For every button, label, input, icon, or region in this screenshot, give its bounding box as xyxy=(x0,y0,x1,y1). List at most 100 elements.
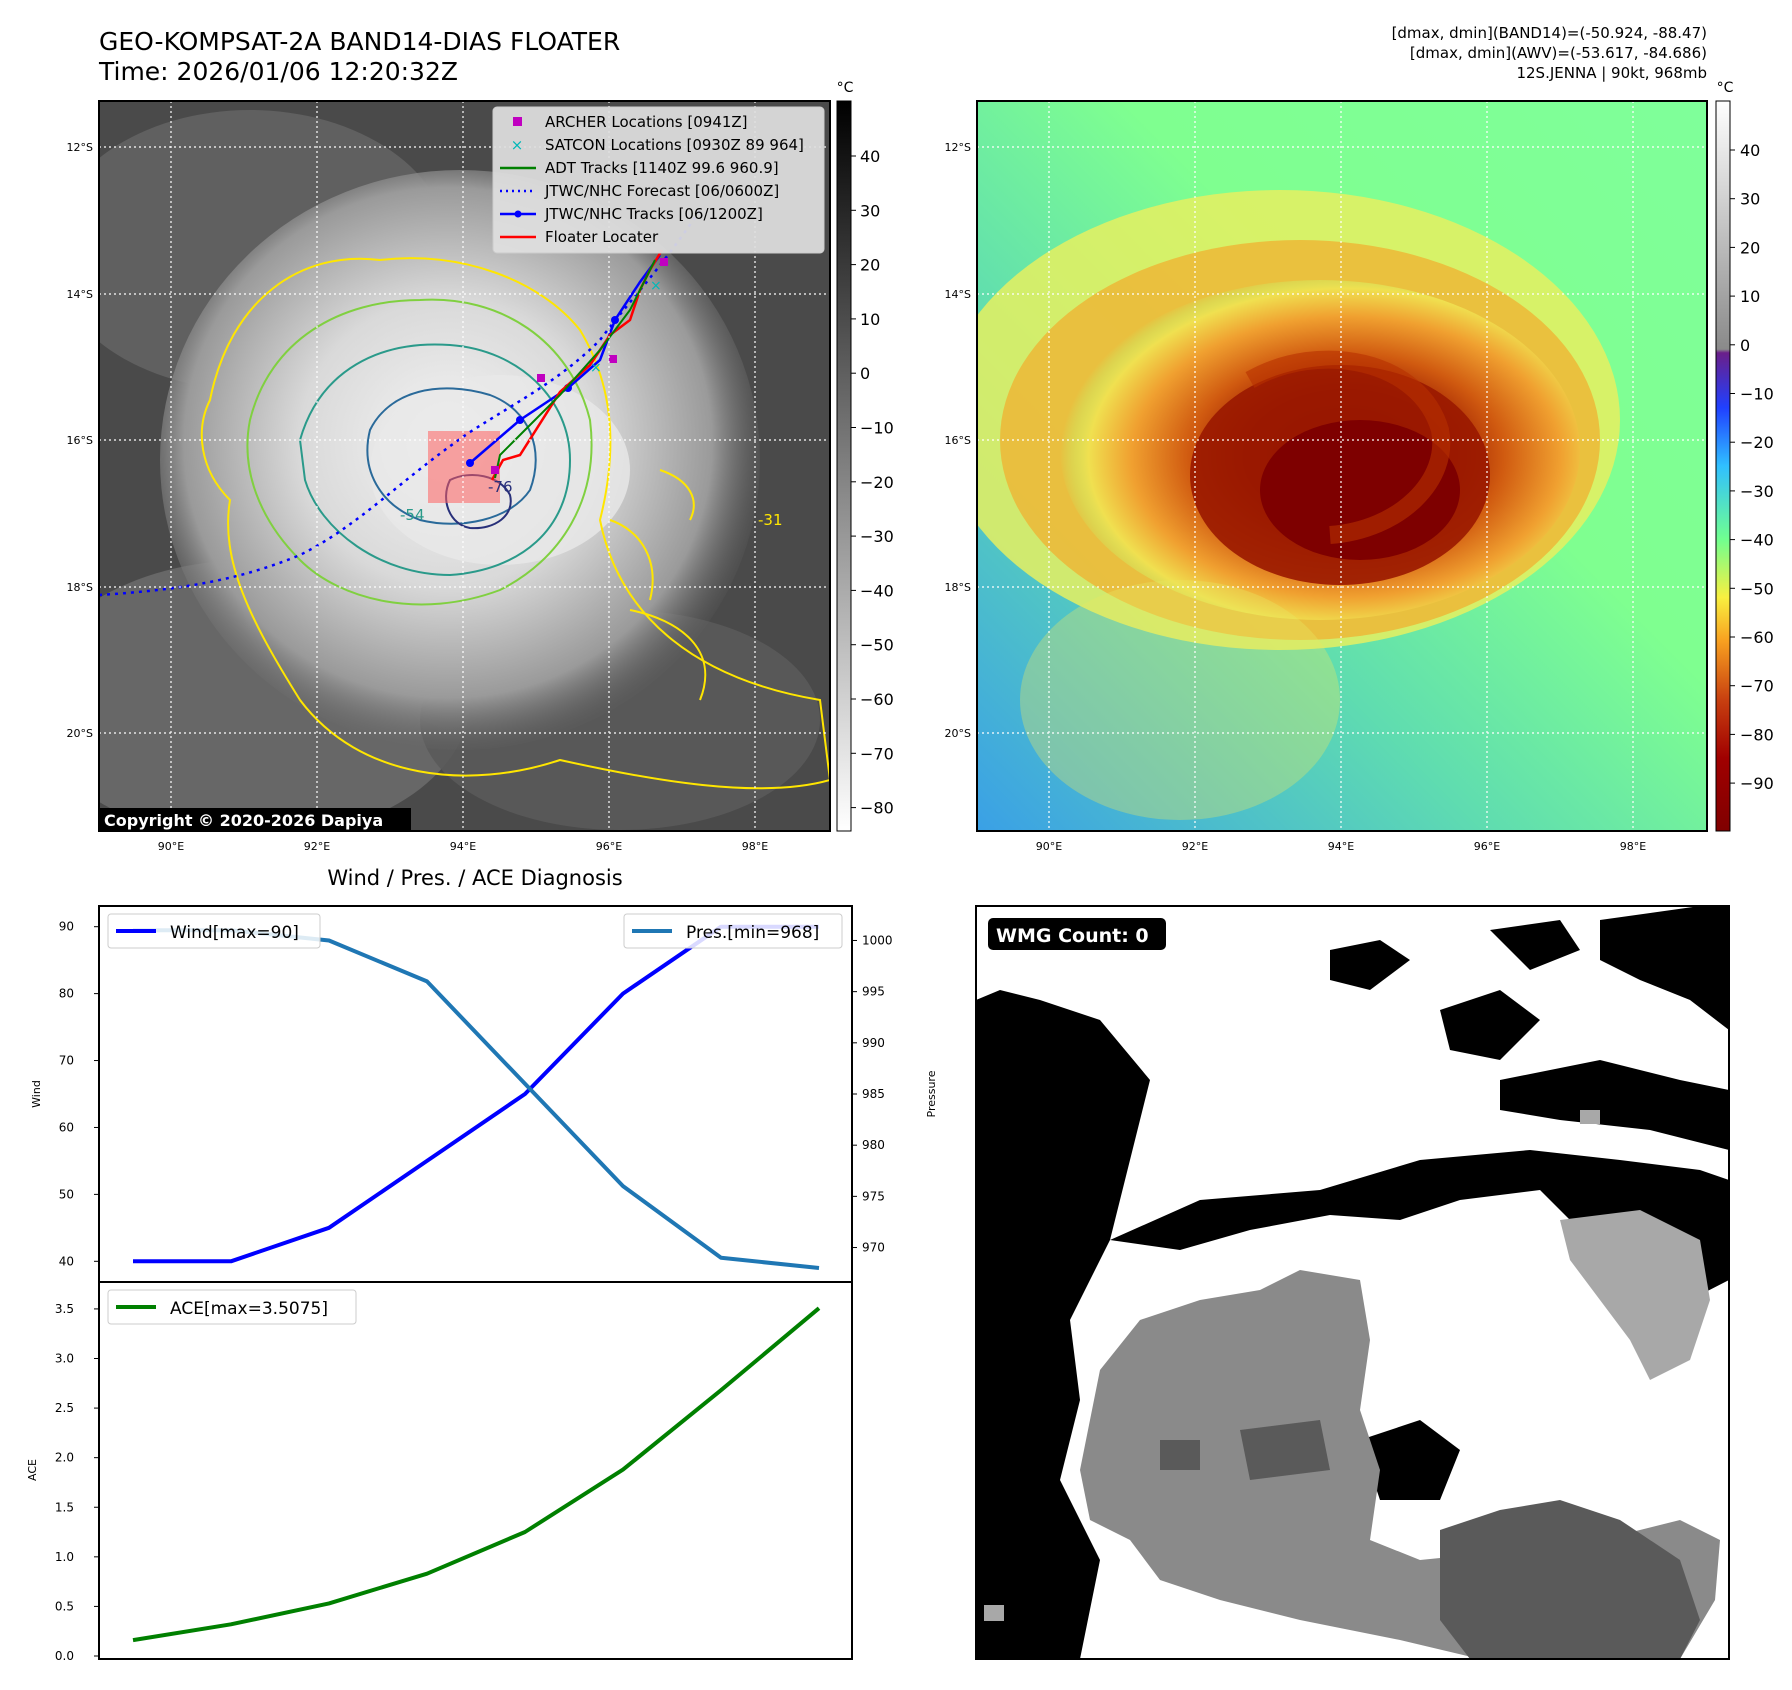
lat-label: 14°S xyxy=(67,288,93,301)
colorbar-tick: 10 xyxy=(1740,287,1760,306)
ace-plot xyxy=(132,1306,821,1643)
colorbar-tick: −80 xyxy=(860,799,894,818)
info-awv: [dmax, dmin](AWV)=(-53.617, -84.686) xyxy=(1410,44,1707,62)
colorbar-tick: −50 xyxy=(1740,579,1774,598)
ace-legend-label: ACE[max=3.5075] xyxy=(170,1299,328,1319)
colorbar-tick: −40 xyxy=(1740,531,1774,550)
legend-entry: JTWC/NHC Tracks [06/1200Z] xyxy=(500,205,763,223)
lat-label: 14°S xyxy=(945,288,971,301)
lat-label: 16°S xyxy=(67,434,93,447)
lon-label: 90°E xyxy=(1036,840,1062,853)
legend-marker-x: × xyxy=(511,136,524,154)
colorbar-tick: −20 xyxy=(860,473,894,492)
colorbar-tick: −70 xyxy=(860,744,894,763)
ace-tick: 2.0 xyxy=(55,1451,74,1465)
gray-colorbar-unit: °C xyxy=(837,80,854,96)
lon-label: 96°E xyxy=(596,840,622,853)
color-colorbar-ticks: 40 30 20 10 0 −10 −20 −30 −40 −50 −60 −70 −80 −90 xyxy=(1730,141,1774,793)
diag-title: Wind / Pres. / ACE Diagnosis xyxy=(327,866,622,890)
colorbar-tick: −90 xyxy=(1740,774,1774,793)
wmg-count-box xyxy=(988,918,1166,950)
colorbar-tick: 40 xyxy=(860,147,880,166)
lat-label: 16°S xyxy=(945,434,971,447)
legend-entry: JTWC/NHC Forecast [06/0600Z] xyxy=(500,182,779,200)
colorbar-tick: 20 xyxy=(1740,238,1760,257)
colorbar-tick: −30 xyxy=(860,527,894,546)
legend-label: Floater Locater xyxy=(545,228,659,246)
left-lon-labels: 90°E 92°E 94°E 96°E 98°E xyxy=(158,840,768,853)
lat-label: 20°S xyxy=(67,727,93,740)
lat-label: 18°S xyxy=(67,581,93,594)
info-storm: 12S.JENNA | 90kt, 968mb xyxy=(1516,64,1707,82)
ace-legend: ACE[max=3.5075] xyxy=(107,1289,357,1325)
legend-entry: ARCHER Locations [0941Z] xyxy=(513,113,748,131)
wind-tick: 40 xyxy=(59,1254,74,1268)
pres-axis-ticks: 1000 995 990 985 980 975 970 xyxy=(852,933,893,1255)
ace-tick: 0.0 xyxy=(55,1649,74,1663)
right-lon-labels: 90°E 92°E 94°E 96°E 98°E xyxy=(1036,840,1646,853)
wind-tick: 60 xyxy=(59,1120,74,1134)
legend-label: ARCHER Locations [0941Z] xyxy=(545,113,748,131)
colorbar-tick: −50 xyxy=(860,636,894,655)
contour-label-31: -31 xyxy=(758,511,783,529)
lat-label: 12°S xyxy=(945,141,971,154)
wind-tick: 80 xyxy=(59,987,74,1001)
lon-label: 94°E xyxy=(450,840,476,853)
svg-text:×: × xyxy=(590,360,602,376)
legend-entry: Floater Locater xyxy=(500,228,659,246)
ace-tick: 3.5 xyxy=(55,1302,74,1316)
figure-title: GEO-KOMPSAT-2A BAND14-DIAS FLOATER xyxy=(99,27,620,56)
pres-legend: Pres.[min=968] xyxy=(623,913,843,949)
lon-label: 92°E xyxy=(1182,840,1208,853)
wind-tick: 70 xyxy=(59,1054,74,1068)
contour-label-54: -54 xyxy=(400,506,425,524)
color-colorbar-unit: °C xyxy=(1717,80,1734,96)
colorbar-tick: 0 xyxy=(1740,336,1750,355)
gray-colorbar-ticks: 40 30 20 10 0 −10 −20 −30 −40 −50 −60 −70 −80 xyxy=(851,147,894,818)
ace-tick: 1.0 xyxy=(55,1550,74,1564)
colorbar-tick: 30 xyxy=(1740,190,1760,209)
pres-tick: 970 xyxy=(862,1241,885,1255)
colorbar-tick: −70 xyxy=(1740,677,1774,696)
wind-tick: 50 xyxy=(59,1187,74,1201)
lon-label: 94°E xyxy=(1328,840,1354,853)
wind-axis-ticks: 90 80 70 60 50 40 xyxy=(59,920,99,1268)
colorbar-tick: 10 xyxy=(860,310,880,329)
colorbar-tick: 40 xyxy=(1740,141,1760,160)
left-lat-labels: 12°S 14°S 16°S 18°S 20°S xyxy=(67,141,93,740)
colorbar-tick: −40 xyxy=(860,581,894,600)
colorbar-tick: −60 xyxy=(860,690,894,709)
lon-label: 98°E xyxy=(742,840,768,853)
ace-panel xyxy=(98,1281,853,1660)
wmg-count-label: WMG Count: 0 xyxy=(996,925,1149,947)
ace-tick: 3.0 xyxy=(55,1352,74,1366)
pres-tick: 1000 xyxy=(862,933,893,947)
wind-pres-panel xyxy=(98,905,853,1283)
legend-label: JTWC/NHC Forecast [06/0600Z] xyxy=(544,182,779,200)
lat-label: 20°S xyxy=(945,727,971,740)
lat-label: 18°S xyxy=(945,581,971,594)
figure-time: Time: 2026/01/06 12:20:32Z xyxy=(98,57,458,86)
color-colorbar xyxy=(1715,100,1731,832)
pres-tick: 985 xyxy=(862,1087,885,1101)
pres-tick: 990 xyxy=(862,1036,885,1050)
ace-tick: 1.5 xyxy=(55,1500,74,1514)
legend-entry: × SATCON Locations [0930Z 89 964] xyxy=(511,136,804,154)
legend-label: ADT Tracks [1140Z 99.6 960.9] xyxy=(545,159,779,177)
gray-colorbar xyxy=(836,100,852,832)
lat-label: 12°S xyxy=(67,141,93,154)
copyright-text: Copyright © 2020-2026 Dapiya xyxy=(104,811,383,830)
contour-label-76: -76 xyxy=(488,478,513,496)
copyright-box xyxy=(99,808,411,832)
colorbar-tick: −30 xyxy=(1740,482,1774,501)
ace-axis-label: ACE xyxy=(26,1459,39,1481)
colorbar-tick: 30 xyxy=(860,201,880,220)
ace-tick: 0.5 xyxy=(55,1599,74,1613)
pres-axis-label: Pressure xyxy=(925,1070,938,1117)
lon-label: 90°E xyxy=(158,840,184,853)
svg-text:×: × xyxy=(650,278,662,294)
ace-series-line xyxy=(132,1306,821,1643)
colorbar-tick: −60 xyxy=(1740,628,1774,647)
ace-axis-ticks: 3.5 3.0 2.5 2.0 1.5 1.0 0.5 0.0 xyxy=(55,1302,99,1663)
